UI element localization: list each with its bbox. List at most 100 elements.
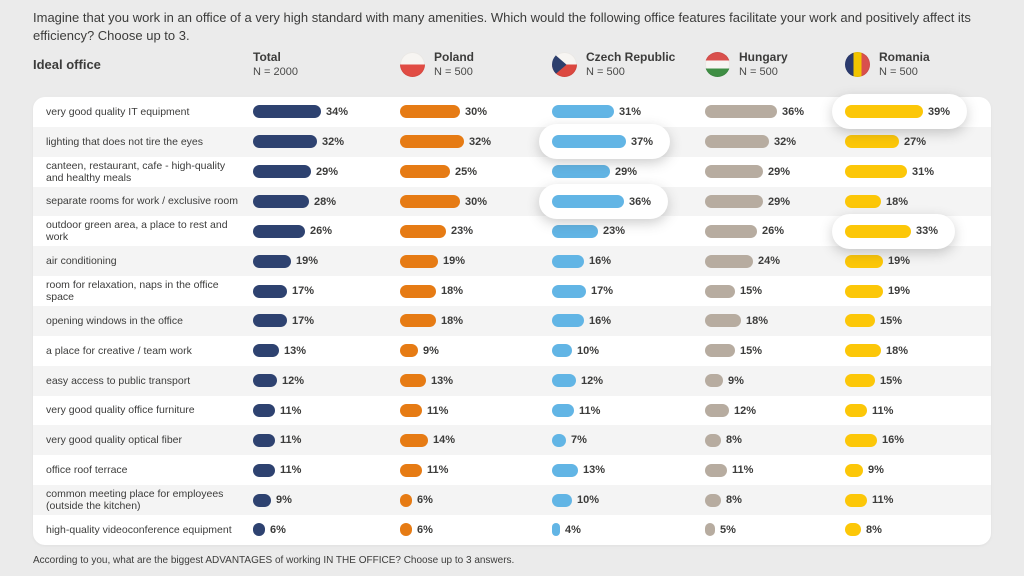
- value-cell-czech-republic: 31%: [552, 105, 705, 119]
- bar-total: [253, 463, 275, 477]
- value-label: 32%: [774, 135, 797, 148]
- bar-hungary: [705, 165, 763, 179]
- feature-label: a place for creative / team work: [46, 344, 192, 357]
- value-label: 15%: [880, 314, 903, 327]
- value-cell-hungary: 5%: [705, 523, 845, 537]
- value-label: 11%: [280, 434, 302, 447]
- bar-hungary: [705, 284, 735, 298]
- bar-group: 16%: [845, 433, 905, 447]
- feature-label: high-quality videoconference equipment: [46, 523, 232, 536]
- value-label: 7%: [571, 434, 587, 447]
- bar-group: 18%: [845, 344, 909, 358]
- bar-poland: [400, 314, 436, 328]
- bar-group: 18%: [705, 314, 768, 328]
- bar-poland: [400, 135, 464, 149]
- bar-total: [253, 224, 305, 238]
- column-sample-size: N = 500: [586, 66, 625, 78]
- table-row: office roof terrace 11% 11% 13% 11% 9%: [33, 455, 991, 485]
- value-cell-hungary: 9%: [705, 374, 845, 388]
- bar-romania: [845, 374, 875, 388]
- bar-group: 11%: [552, 404, 601, 418]
- value-label: 29%: [768, 165, 791, 178]
- table-row: opening windows in the office 17% 18% 16% 18…: [33, 306, 991, 336]
- value-cell-czech-republic: 4%: [552, 523, 705, 537]
- footnote: According to you, what are the biggest A…: [33, 555, 515, 566]
- value-cell-czech-republic: 17%: [552, 284, 705, 298]
- bar-hungary: [705, 105, 777, 119]
- bar-group: 15%: [845, 374, 902, 388]
- bar-total: [253, 195, 309, 208]
- value-cell-romania: 16%: [845, 433, 991, 447]
- bar-group: 23%: [552, 224, 625, 238]
- bar-group: 14%: [400, 433, 456, 447]
- value-label: 11%: [280, 464, 302, 477]
- feature-label: canteen, restaurant, cafe - high-quality…: [46, 159, 226, 184]
- value-cell-romania: 15%: [845, 314, 991, 328]
- value-label: 16%: [589, 314, 612, 327]
- value-cell-hungary: 29%: [705, 195, 845, 208]
- bar-hungary: [705, 404, 729, 418]
- table-row: a place for creative / team work 13% 9% 10%…: [33, 336, 991, 366]
- bar-czech-republic: [552, 523, 560, 537]
- bar-group: 12%: [253, 374, 304, 388]
- bar-group: 36%: [705, 105, 804, 119]
- value-label: 36%: [629, 195, 652, 208]
- highlight-pill: 37%: [539, 124, 671, 160]
- value-cell-czech-republic: 36%: [539, 184, 705, 219]
- column-headers: Ideal office Total N = 2000 Poland N = 500 C…: [33, 50, 991, 79]
- value-cell-total: 32%: [253, 135, 400, 149]
- bar-poland: [400, 374, 426, 388]
- value-cell-total: 19%: [253, 254, 400, 268]
- feature-label: separate rooms for work / exclusive room: [46, 195, 238, 208]
- value-cell-hungary: 11%: [705, 463, 845, 477]
- bar-czech-republic: [552, 344, 572, 358]
- value-cell-hungary: 15%: [705, 284, 845, 298]
- bar-group: 11%: [400, 404, 448, 418]
- value-label: 9%: [868, 464, 884, 477]
- value-label: 16%: [882, 434, 905, 447]
- value-label: 14%: [433, 434, 456, 447]
- value-label: 12%: [581, 374, 604, 387]
- value-cell-poland: 25%: [400, 165, 552, 179]
- value-cell-hungary: 32%: [705, 135, 845, 149]
- bar-group: 13%: [253, 344, 306, 358]
- bar-group: 9%: [845, 463, 884, 477]
- bar-group: 9%: [400, 344, 439, 358]
- value-cell-czech-republic: 37%: [539, 124, 705, 160]
- bar-hungary: [705, 344, 735, 358]
- value-label: 11%: [579, 404, 601, 417]
- bar-group: 18%: [845, 195, 908, 208]
- bar-group: 11%: [253, 404, 301, 418]
- column-sample-size: N = 500: [739, 66, 778, 78]
- bar-group: 6%: [400, 523, 433, 537]
- bar-poland: [400, 105, 460, 119]
- value-cell-poland: 9%: [400, 344, 552, 358]
- bar-group: 26%: [253, 224, 332, 238]
- bar-czech-republic: [552, 254, 584, 268]
- value-cell-poland: 14%: [400, 433, 552, 447]
- value-cell-romania: 15%: [845, 374, 991, 388]
- value-cell-total: 11%: [253, 463, 400, 477]
- bar-romania: [845, 344, 881, 358]
- value-label: 5%: [720, 523, 736, 536]
- value-label: 8%: [726, 434, 742, 447]
- bar-group: 6%: [253, 523, 286, 537]
- value-label: 15%: [740, 344, 763, 357]
- bar-group: 28%: [253, 195, 336, 208]
- value-label: 16%: [589, 255, 612, 268]
- column-name: Total: [253, 50, 281, 64]
- value-label: 18%: [886, 344, 909, 357]
- bar-czech-republic: [552, 374, 576, 388]
- table-row: outdoor green area, a place to rest and …: [33, 213, 991, 249]
- bar-group: 11%: [253, 463, 302, 477]
- bar-group: 29%: [552, 165, 637, 179]
- value-cell-romania: 18%: [845, 344, 991, 358]
- value-label: 25%: [455, 165, 478, 178]
- bar-group: 11%: [400, 463, 448, 477]
- bar-group: 27%: [845, 135, 926, 149]
- value-cell-poland: 18%: [400, 284, 552, 298]
- value-label: 6%: [417, 494, 433, 507]
- value-label: 6%: [270, 523, 286, 536]
- column-name: Poland: [434, 50, 475, 64]
- bar-hungary: [705, 135, 769, 149]
